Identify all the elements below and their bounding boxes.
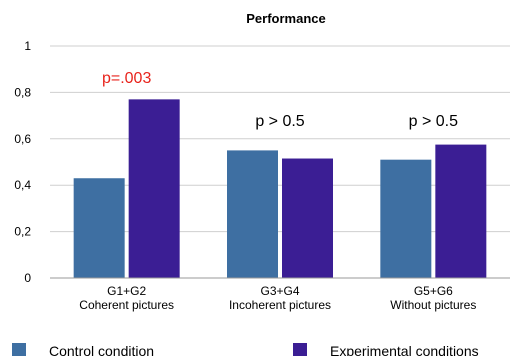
annotations: p=.003 p > 0.5 p > 0.5: [102, 70, 458, 130]
p-value-annotation: p=.003: [102, 70, 151, 87]
x-category-label-line2: Coherent pictures: [79, 298, 174, 312]
bars: [73, 99, 487, 278]
chart-title: Performance: [246, 11, 325, 26]
x-category-label-line1: G3+G4: [260, 284, 299, 298]
bar-control-1: [227, 150, 278, 278]
legend-swatch-experimental: [293, 343, 307, 356]
bar-experimental-1: [282, 158, 333, 278]
x-category-label-line2: Without pictures: [390, 298, 476, 312]
x-category-label-line1: G1+G2: [107, 284, 146, 298]
bar-control-2: [380, 159, 432, 278]
y-tick-labels: 0 0,2 0,4 0,6 0,8 1: [14, 39, 31, 285]
legend: Control condition Experimental conditions: [12, 343, 479, 356]
gridlines: [50, 45, 510, 233]
legend-label-control: Control condition: [49, 343, 154, 356]
bar-experimental-2: [435, 144, 487, 278]
p-value-annotation: p > 0.5: [255, 113, 304, 130]
legend-swatch-control: [12, 343, 26, 356]
y-tick-label: 0,2: [14, 225, 31, 239]
x-category-label-line2: Incoherent pictures: [229, 298, 331, 312]
p-value-annotation: p > 0.5: [409, 113, 458, 130]
bar-control-0: [73, 178, 125, 278]
legend-label-experimental: Experimental conditions: [330, 343, 479, 356]
y-tick-label: 0,8: [14, 85, 31, 99]
x-category-label-line1: G5+G6: [414, 284, 453, 298]
y-tick-label: 0,6: [14, 132, 31, 146]
y-tick-label: 0,4: [14, 178, 31, 192]
bar-experimental-0: [128, 99, 180, 278]
y-tick-label: 0: [24, 271, 31, 285]
y-tick-label: 1: [24, 39, 31, 53]
